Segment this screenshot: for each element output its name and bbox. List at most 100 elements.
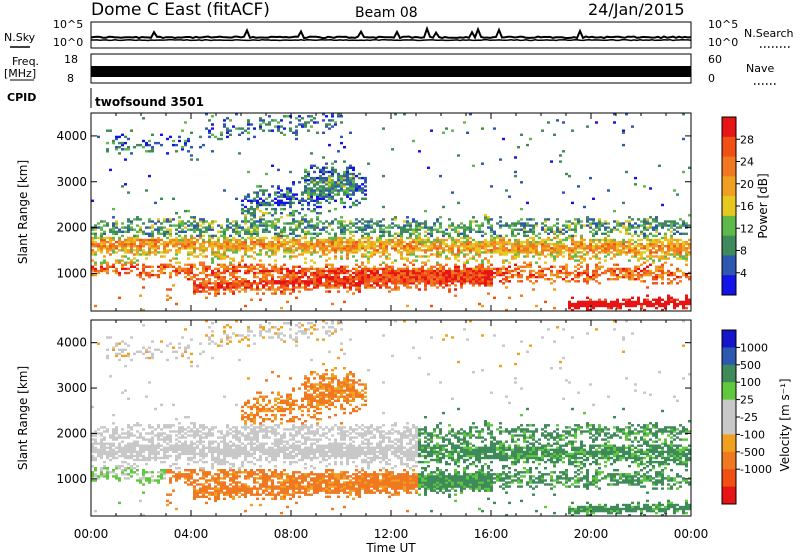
- power-cell: [304, 273, 307, 277]
- power-cell: [406, 282, 409, 285]
- power-cell: [382, 280, 385, 283]
- power-cell: [457, 275, 460, 279]
- power-cell: [661, 247, 664, 250]
- power-cell: [103, 245, 106, 248]
- power-cell: [421, 280, 424, 283]
- power-cell: [238, 226, 241, 229]
- power-cell: [610, 304, 613, 308]
- power-cell: [301, 247, 304, 250]
- power-cell: [250, 222, 253, 225]
- power-cell: [283, 249, 286, 252]
- power-cell: [550, 265, 553, 268]
- power-cell: [382, 205, 385, 209]
- power-cell: [343, 230, 346, 233]
- power-cell: [310, 191, 313, 194]
- power-cell: [490, 282, 493, 285]
- power-cell: [304, 187, 307, 190]
- power-cell: [310, 273, 313, 277]
- power-cell: [268, 242, 271, 246]
- power-cell: [490, 218, 493, 221]
- power-cell: [592, 273, 595, 277]
- power-cell: [406, 286, 409, 289]
- power-cell: [343, 275, 346, 279]
- power-cell: [289, 170, 292, 174]
- power-cell: [115, 137, 118, 141]
- power-cell: [523, 261, 526, 264]
- power-cell: [400, 271, 403, 275]
- power-cell: [340, 238, 343, 242]
- power-cell: [322, 193, 325, 196]
- power-cell: [367, 257, 370, 260]
- power-cell: [445, 127, 448, 130]
- power-cell: [415, 271, 418, 275]
- power-cell: [244, 216, 247, 219]
- power-cell: [613, 247, 616, 250]
- nave-tick-bottom: 0: [708, 72, 715, 85]
- power-cell: [457, 253, 460, 256]
- power-cell: [334, 236, 337, 240]
- power-cell: [610, 271, 613, 275]
- power-cell: [346, 257, 349, 260]
- power-cell: [334, 123, 337, 126]
- power-cell: [598, 273, 601, 277]
- power-cell: [100, 238, 103, 242]
- power-cell: [553, 133, 556, 136]
- power-cell: [139, 218, 142, 221]
- power-cell: [319, 273, 322, 277]
- power-cell: [304, 271, 307, 275]
- power-cell: [421, 273, 424, 277]
- power-cell: [199, 146, 202, 149]
- power-cell: [451, 273, 454, 277]
- power-cell: [283, 280, 286, 283]
- power-cell: [337, 286, 340, 289]
- power-cell: [412, 245, 415, 248]
- power-cell: [463, 247, 466, 250]
- power-cell: [358, 176, 361, 180]
- power-cell: [217, 257, 220, 260]
- power-cell: [391, 245, 394, 248]
- power-cell: [169, 135, 172, 139]
- power-cell: [304, 185, 307, 188]
- power-cell: [463, 232, 466, 235]
- power-cell: [364, 253, 367, 256]
- power-cell: [388, 290, 391, 293]
- power-cell: [115, 220, 118, 223]
- power-cell: [250, 212, 253, 215]
- power-cell: [481, 263, 484, 266]
- power-cell: [229, 133, 232, 136]
- power-cell: [379, 234, 382, 238]
- power-cell: [682, 232, 685, 235]
- power-cell: [112, 249, 115, 252]
- power-cell: [460, 226, 463, 229]
- power-cell: [121, 245, 124, 248]
- power-cell: [553, 255, 556, 258]
- power-cell: [130, 263, 133, 266]
- power-cell: [499, 240, 502, 244]
- power-cell: [262, 189, 265, 192]
- power-cell: [325, 280, 328, 283]
- power-cell: [664, 302, 667, 306]
- power-cell: [100, 232, 103, 235]
- velocity-cell: [127, 432, 130, 435]
- power-cell: [583, 253, 586, 256]
- power-cell: [565, 224, 568, 227]
- power-cell: [265, 228, 268, 231]
- power-cell: [376, 269, 379, 273]
- power-cell: [313, 273, 316, 277]
- power-cell: [169, 224, 172, 227]
- power-cell: [139, 226, 142, 229]
- power-cell: [631, 238, 634, 242]
- power-cell: [670, 273, 673, 277]
- power-cell: [670, 245, 673, 248]
- power-cell: [184, 242, 187, 246]
- velocity-cell: [109, 454, 112, 458]
- power-cell: [652, 228, 655, 231]
- power-cell: [205, 249, 208, 252]
- power-cell: [418, 242, 421, 246]
- colorbar-label: 4: [740, 267, 747, 280]
- power-cell: [157, 230, 160, 233]
- power-cell: [280, 119, 283, 122]
- power-cell: [337, 172, 340, 176]
- power-cell: [214, 284, 217, 287]
- power-cell: [235, 232, 238, 235]
